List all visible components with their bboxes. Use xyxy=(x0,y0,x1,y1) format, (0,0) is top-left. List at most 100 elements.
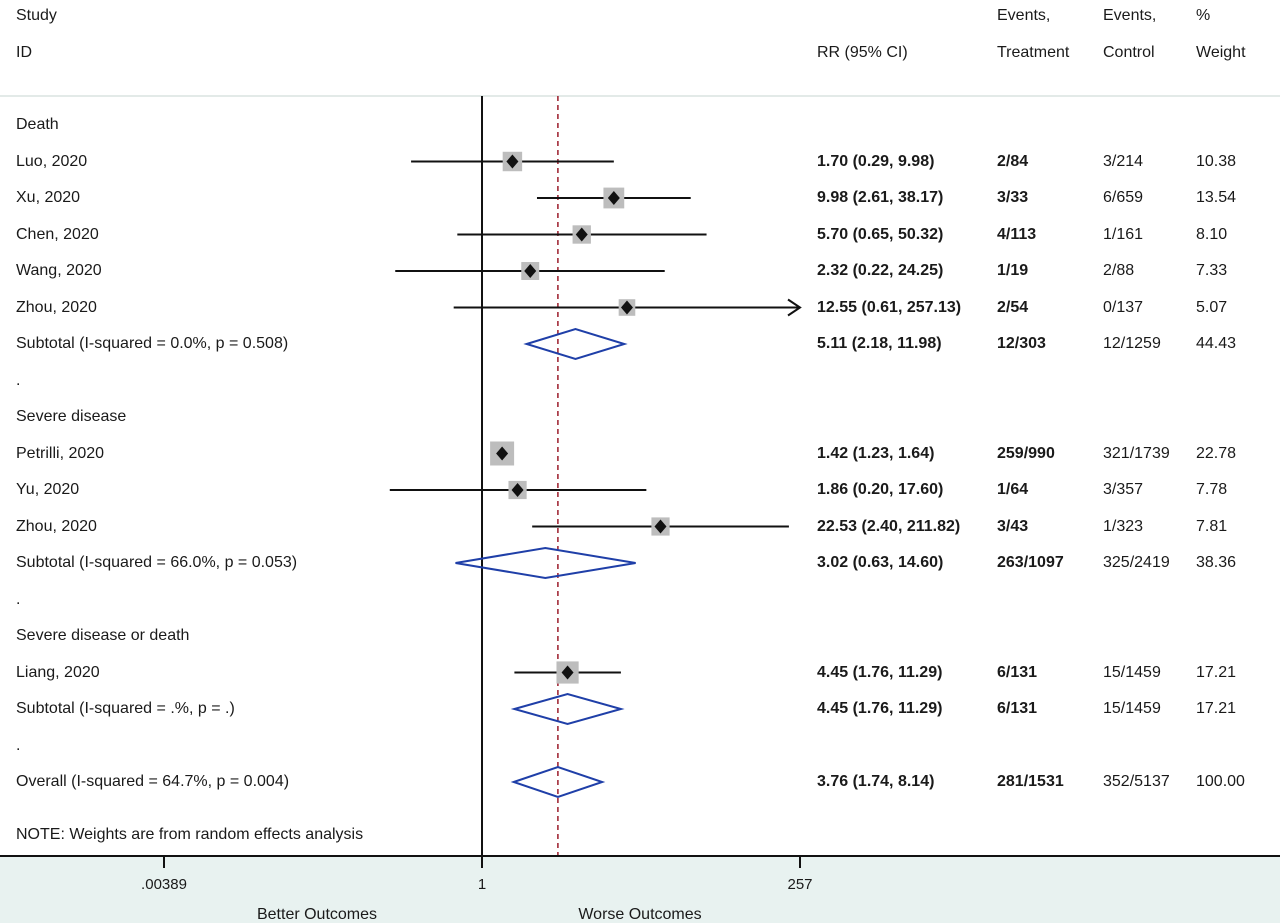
weight-value: 38.36 xyxy=(1196,554,1237,571)
point-estimate xyxy=(506,154,519,169)
footnote: NOTE: Weights are from random effects an… xyxy=(16,826,364,843)
overall-diamond xyxy=(510,765,606,799)
study-label: Luo, 2020 xyxy=(16,152,88,170)
events-control-value: 321/1739 xyxy=(1103,444,1170,462)
events-control-value: 3/357 xyxy=(1103,481,1144,498)
rr-ci-value: 2.32 (0.22, 24.25) xyxy=(817,262,944,279)
rr-ci-value: 1.42 (1.23, 1.64) xyxy=(817,444,935,462)
spacer-label: . xyxy=(16,736,21,754)
header-weight-1: % xyxy=(1196,7,1211,24)
rr-ci-value: 9.98 (2.61, 38.17) xyxy=(817,189,944,206)
spacer-label: . xyxy=(16,371,21,389)
events-treatment-value: 2/54 xyxy=(997,298,1029,316)
weight-value: 7.33 xyxy=(1196,262,1228,279)
header-events-treatment-1: Events, xyxy=(997,7,1051,24)
events-control-value: 15/1459 xyxy=(1103,700,1161,717)
group-label: Death xyxy=(16,116,59,133)
point-estimate xyxy=(654,519,667,534)
weight-value: 8.10 xyxy=(1196,225,1228,243)
rr-ci-value: 12.55 (0.61, 257.13) xyxy=(817,298,962,316)
subtotal-diamond xyxy=(523,327,628,361)
axis-band xyxy=(0,856,1280,923)
weight-value: 100.00 xyxy=(1196,773,1245,790)
events-control-value: 0/137 xyxy=(1103,298,1144,316)
point-estimate xyxy=(561,665,574,680)
study-label: Zhou, 2020 xyxy=(16,517,97,535)
events-control-value: 2/88 xyxy=(1103,262,1135,279)
events-treatment-value: 1/64 xyxy=(997,481,1029,498)
study-label: Chen, 2020 xyxy=(16,225,99,243)
events-treatment-value: 6/131 xyxy=(997,700,1038,717)
events-treatment-value: 259/990 xyxy=(997,444,1055,462)
rr-ci-value: 22.53 (2.40, 211.82) xyxy=(817,517,961,535)
events-control-value: 325/2419 xyxy=(1103,554,1170,571)
events-control-value: 15/1459 xyxy=(1103,663,1161,681)
spacer-label: . xyxy=(16,590,21,608)
events-control-value: 12/1259 xyxy=(1103,335,1161,352)
events-treatment-value: 12/303 xyxy=(997,335,1046,352)
events-treatment-value: 2/84 xyxy=(997,152,1029,170)
weight-value: 5.07 xyxy=(1196,298,1228,316)
point-estimate xyxy=(620,300,633,315)
rr-ci-value: 1.86 (0.20, 17.60) xyxy=(817,481,944,498)
study-label: Liang, 2020 xyxy=(16,663,100,681)
events-control-value: 1/161 xyxy=(1103,225,1144,243)
header-weight-2: Weight xyxy=(1196,44,1246,61)
events-control-value: 1/323 xyxy=(1103,517,1144,535)
x-tick-label-null: 1 xyxy=(477,876,487,893)
weight-value: 22.78 xyxy=(1196,444,1237,462)
overall-label: Overall (I-squared = 64.7%, p = 0.004) xyxy=(16,773,290,790)
events-treatment-value: 281/1531 xyxy=(997,773,1064,790)
events-treatment-value: 3/43 xyxy=(997,517,1029,535)
ci-arrow xyxy=(787,298,802,317)
worse-outcomes-label: Worse Outcomes xyxy=(578,906,702,923)
rr-ci-value: 4.45 (1.76, 11.29) xyxy=(817,700,943,717)
events-treatment-value: 263/1097 xyxy=(997,554,1064,571)
header-events-control-2: Control xyxy=(1103,44,1155,61)
point-estimate xyxy=(496,446,509,461)
subtotal-diamond xyxy=(455,546,636,580)
events-treatment-value: 1/19 xyxy=(997,262,1029,279)
events-treatment-value: 3/33 xyxy=(997,189,1029,206)
study-label: Xu, 2020 xyxy=(16,189,81,206)
events-control-value: 6/659 xyxy=(1103,189,1144,206)
rr-ci-value: 1.70 (0.29, 9.98) xyxy=(817,152,935,170)
subtotal-diamond xyxy=(510,692,625,726)
point-estimate xyxy=(524,264,537,278)
events-treatment-value: 4/113 xyxy=(997,225,1037,243)
weight-value: 10.38 xyxy=(1196,152,1237,170)
point-estimate xyxy=(607,191,620,205)
header-events-control-1: Events, xyxy=(1103,7,1157,24)
subtotal-label: Subtotal (I-squared = 0.0%, p = 0.508) xyxy=(16,335,289,352)
group-label: Severe disease xyxy=(16,408,127,425)
group-label: Severe disease or death xyxy=(16,627,190,644)
better-outcomes-label: Better Outcomes xyxy=(256,906,378,923)
events-control-value: 352/5137 xyxy=(1103,773,1170,790)
rr-ci-value: 5.70 (0.65, 50.32) xyxy=(817,225,944,243)
header-events-treatment-2: Treatment xyxy=(997,44,1070,61)
rr-ci-value: 3.76 (1.74, 8.14) xyxy=(817,773,935,790)
point-estimate xyxy=(511,483,524,497)
point-estimate xyxy=(575,227,588,242)
study-label: Yu, 2020 xyxy=(16,481,80,498)
header-rr: RR (95% CI) xyxy=(817,44,908,61)
x-tick-label-high: 257 xyxy=(787,876,813,893)
x-tick-label-low: .00389 xyxy=(141,876,187,893)
rr-ci-value: 4.45 (1.76, 11.29) xyxy=(817,663,943,681)
events-control-value: 3/214 xyxy=(1103,152,1144,170)
weight-value: 7.81 xyxy=(1196,517,1228,535)
header-study: Study xyxy=(16,7,57,24)
events-treatment-value: 6/131 xyxy=(997,663,1038,681)
study-label: Zhou, 2020 xyxy=(16,298,97,316)
header-id: ID xyxy=(16,44,32,61)
weight-value: 13.54 xyxy=(1196,189,1237,206)
subtotal-label: Subtotal (I-squared = 66.0%, p = 0.053) xyxy=(16,554,298,571)
weight-value: 7.78 xyxy=(1196,481,1228,498)
weight-value: 17.21 xyxy=(1196,700,1237,717)
rr-ci-value: 3.02 (0.63, 14.60) xyxy=(817,554,944,571)
study-label: Petrilli, 2020 xyxy=(16,444,105,462)
subtotal-label: Subtotal (I-squared = .%, p = .) xyxy=(16,700,235,717)
header-divider xyxy=(0,95,1280,97)
